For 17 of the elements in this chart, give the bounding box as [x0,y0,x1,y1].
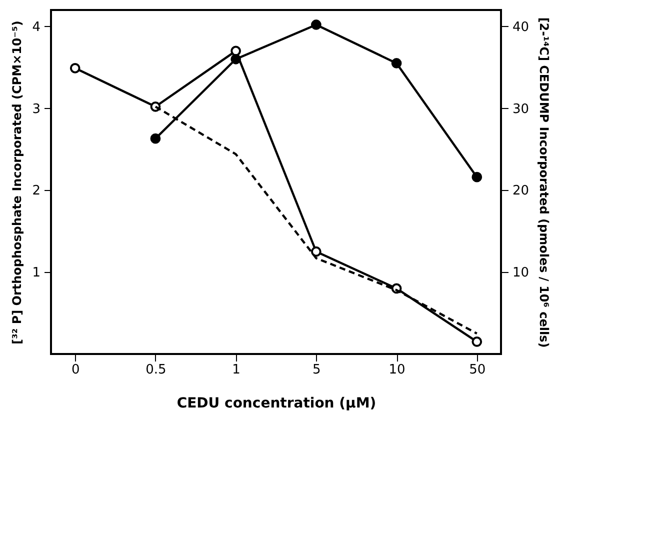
x-tick-label: 50 [469,362,486,378]
y-tick-label: 1 [32,266,40,281]
y2-tick-label: 30 [512,102,530,117]
y2-tick-label: 40 [512,20,530,35]
x-tick-label: 10 [388,362,406,378]
y-tick-label: 3 [32,102,40,117]
x-tick-label: 0.5 [146,362,166,378]
y-axis-title: [³² P] Orthophosphate Incorporated (CPM×10⁻⁵) [10,20,24,344]
y2-axis-title: [2-¹⁴C] CEDUMP Incorporated (pmoles / 10⁶ cells) [537,17,552,348]
y-tick-label: 4 [32,20,40,35]
x-tick-label: 0 [71,362,80,378]
x-axis-title: CEDU concentration (μM) [176,396,376,412]
x-tick-label: 1 [232,362,240,378]
y-tick-label: 2 [32,184,40,199]
y2-tick-label: 20 [512,184,530,199]
x-tick-label: 5 [312,362,321,378]
y2-tick-label: 10 [512,266,530,281]
